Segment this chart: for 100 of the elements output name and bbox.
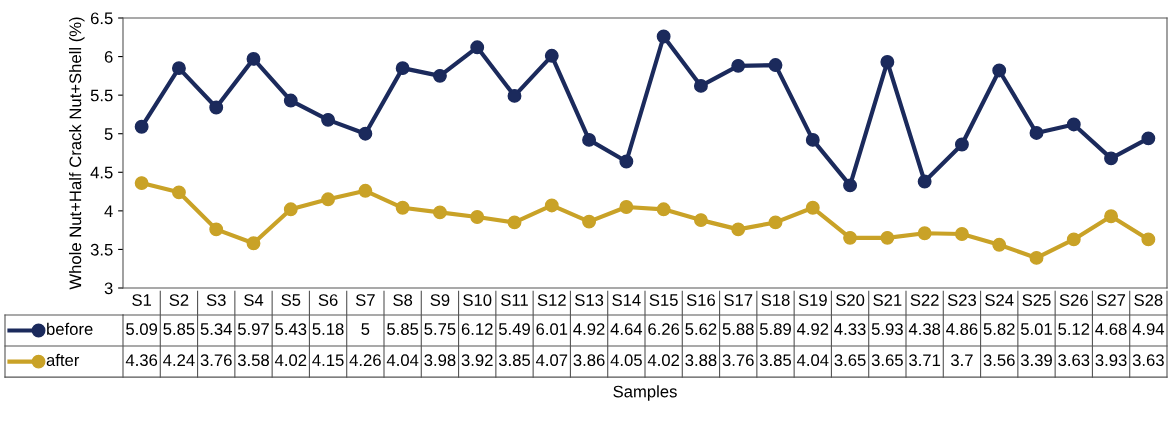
legend-label: before: [47, 322, 93, 335]
data-label: 4.05: [610, 354, 642, 367]
y-tick-label: 6.5: [90, 12, 113, 25]
data-label: 3.88: [685, 354, 717, 367]
point: [1066, 232, 1081, 247]
y-tick-label: 3.5: [90, 243, 113, 256]
x-tick-label: S4: [244, 294, 264, 306]
data-label: 6.26: [648, 323, 680, 335]
point: [582, 214, 597, 229]
x-tick-label: S24: [985, 294, 1014, 306]
point: [619, 154, 634, 169]
point: [917, 174, 932, 189]
x-tick-label: S23: [947, 294, 977, 306]
x-tick-label: S1: [132, 294, 152, 306]
data-label: 4.86: [946, 323, 978, 335]
data-label: 3.92: [461, 354, 493, 367]
data-label: 4.02: [647, 354, 680, 367]
x-tick-label: S18: [761, 294, 790, 306]
x-tick-label: S10: [463, 294, 492, 306]
point: [321, 192, 336, 207]
data-label: 5.88: [722, 323, 754, 335]
point: [395, 200, 410, 215]
point: [619, 200, 634, 214]
data-label: 4.02: [274, 354, 307, 367]
point: [246, 51, 261, 66]
point: [880, 55, 895, 69]
x-tick-label: S16: [686, 294, 716, 306]
point: [544, 48, 559, 63]
data-label: 4.07: [535, 354, 568, 367]
data-label: 5.62: [685, 323, 717, 335]
point: [1104, 151, 1119, 166]
x-tick-label: S2: [169, 294, 189, 306]
data-label: 4.04: [386, 354, 419, 367]
point: [656, 202, 671, 217]
point: [805, 132, 820, 147]
point: [134, 119, 149, 134]
point: [1029, 125, 1044, 140]
point: [358, 183, 373, 198]
point: [992, 63, 1007, 78]
point: [731, 222, 746, 237]
x-tick-label: S3: [206, 294, 226, 306]
data-label: 3.65: [871, 354, 903, 367]
point: [321, 112, 336, 127]
x-tick-label: S25: [1022, 294, 1051, 306]
data-label: 3.85: [759, 354, 792, 367]
point: [843, 178, 858, 193]
point: [1029, 250, 1044, 265]
legend-label: after: [46, 353, 80, 367]
point: [582, 132, 597, 147]
x-tick-label: S13: [575, 294, 604, 306]
data-label: 4.04: [796, 354, 829, 367]
y-tick-label: 5: [104, 128, 113, 140]
data-label: 3.63: [1132, 354, 1164, 367]
data-label: 5.97: [237, 323, 269, 335]
data-label: 3.7: [950, 354, 973, 367]
data-label: 5.82: [983, 323, 1015, 335]
data-label: 5.18: [312, 323, 344, 335]
point: [507, 88, 522, 103]
data-label: 4.68: [1095, 323, 1127, 335]
data-label: 4.94: [1132, 323, 1165, 335]
data-label: 3.39: [1020, 354, 1052, 367]
x-tick-label: S5: [281, 294, 301, 306]
data-label: 5.01: [1020, 323, 1052, 335]
x-axis-title: Samples: [613, 385, 677, 401]
x-tick-label: S9: [430, 294, 450, 306]
y-axis-title: Whole Nut+Half Crack Nut+Shell (%): [69, 17, 85, 290]
data-label: 5.85: [387, 323, 419, 335]
x-tick-label: S12: [537, 294, 566, 306]
data-label: 3.56: [983, 354, 1015, 367]
point: [432, 205, 447, 220]
y-tick-label: 5.5: [90, 89, 113, 102]
data-label: 5.85: [163, 323, 195, 335]
data-label: 6.01: [536, 323, 568, 335]
data-label: 3.76: [722, 354, 754, 367]
point: [209, 100, 224, 115]
y-tick-label: 4.5: [90, 166, 113, 179]
point: [209, 222, 224, 237]
point: [843, 230, 858, 245]
data-label: 3.85: [498, 354, 531, 367]
point: [656, 29, 671, 44]
x-tick-label: S7: [355, 294, 375, 306]
x-tick-label: S14: [612, 294, 641, 306]
point: [470, 210, 485, 224]
point: [470, 40, 485, 55]
point: [805, 200, 820, 215]
point: [768, 58, 783, 73]
data-label: 4.15: [312, 354, 344, 367]
x-tick-label: S15: [649, 294, 678, 306]
point: [880, 230, 895, 245]
data-label: 3.65: [834, 354, 866, 367]
data-label: 3.98: [424, 354, 456, 367]
data-label: 6.12: [461, 323, 493, 335]
x-tick-label: S20: [836, 294, 865, 306]
point: [917, 226, 932, 241]
point: [954, 137, 969, 152]
point: [395, 61, 410, 76]
data-label: 3.76: [200, 354, 232, 367]
data-label: 3.63: [1058, 354, 1090, 367]
data-label: 4.38: [908, 323, 941, 335]
point: [507, 215, 522, 230]
